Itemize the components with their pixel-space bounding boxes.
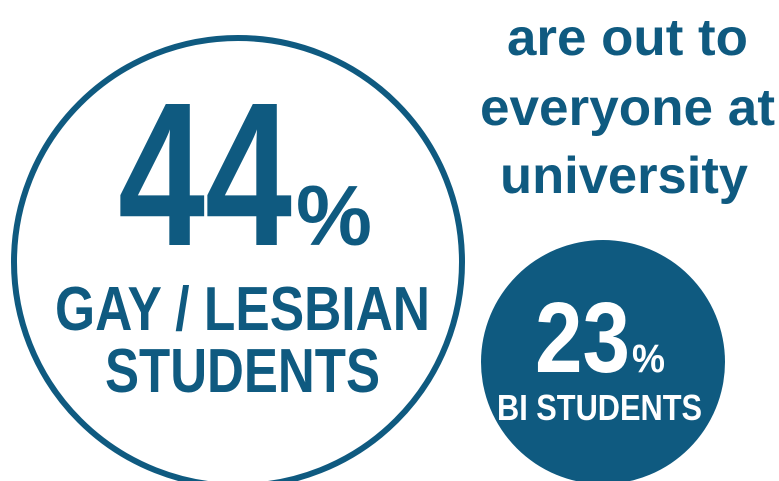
headline-line: everyone at: [480, 79, 775, 137]
small-stat-value: 23: [535, 282, 630, 394]
headline-line: university: [500, 147, 748, 205]
small-stat-label: BI STUDENTS: [497, 387, 702, 428]
small-stat-unit: %: [632, 337, 665, 381]
big-circle: [11, 35, 465, 481]
big-stat-unit: %: [296, 169, 372, 264]
headline-line: are out to: [507, 9, 748, 67]
big-stat-label: STUDENTS: [105, 337, 380, 406]
big-stat-value: 44: [118, 60, 292, 289]
big-stat-label: GAY / LESBIAN: [55, 275, 430, 344]
small-circle: [481, 240, 725, 481]
